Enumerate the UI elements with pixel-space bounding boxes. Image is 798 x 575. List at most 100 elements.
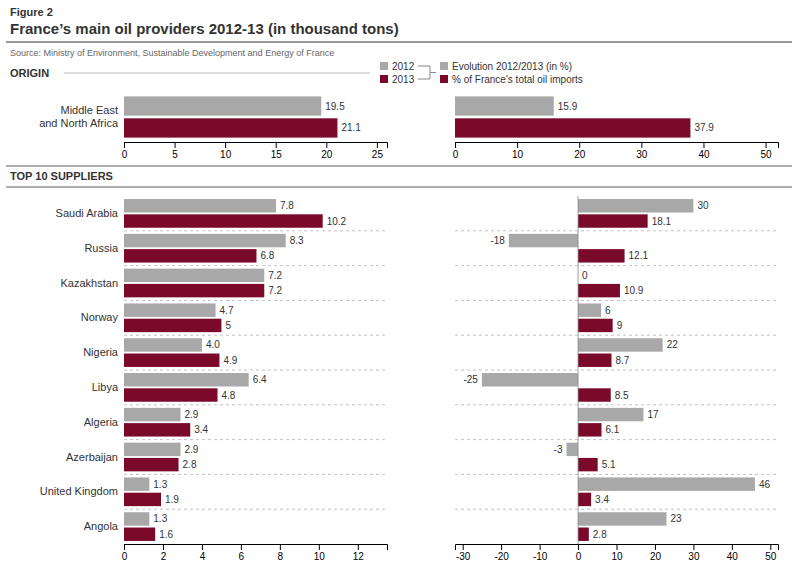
bar: [124, 118, 337, 137]
tick: 0: [576, 544, 582, 562]
x-axis: 0510152025: [122, 142, 388, 160]
tick: 15: [271, 142, 283, 160]
data-label: 6.1: [606, 424, 620, 435]
group-separator: [455, 300, 778, 301]
tick-label: 10: [611, 551, 623, 562]
tick-label: 0: [576, 551, 582, 562]
tick-label: 30: [636, 149, 648, 160]
data-label: 4.0: [206, 339, 220, 350]
tick-mark: [732, 544, 733, 550]
bar: [578, 477, 755, 490]
tick: 12: [353, 544, 365, 562]
category-tick: Algeria: [84, 416, 119, 428]
category-label: Libya: [92, 381, 119, 393]
tick: 10: [220, 142, 232, 160]
data-labels: 7.88.37.24.74.06.42.92.91.31.310.26.87.2…: [153, 200, 346, 539]
tick: 40: [727, 544, 739, 562]
bar: [124, 234, 286, 247]
tick: 20: [321, 142, 333, 160]
tick-mark: [641, 142, 642, 148]
tick: 50: [761, 142, 773, 160]
tick-label: 50: [761, 149, 773, 160]
tick: 10: [611, 544, 623, 562]
bars: [482, 199, 755, 541]
bars: [455, 96, 690, 137]
category-tick: Russia: [84, 242, 119, 254]
bar: [578, 458, 598, 471]
bar: [578, 512, 666, 525]
section-rule: [6, 187, 792, 188]
tick-label: -10: [533, 551, 548, 562]
bar: [124, 354, 219, 367]
data-label: 21.1: [341, 122, 361, 133]
data-label: 2.8: [183, 459, 197, 470]
data-label: -25: [463, 374, 478, 385]
axis-line: [125, 143, 388, 149]
chart-svg: Figure 2France’s main oil providers 2012…: [0, 0, 798, 575]
tick-label: 30: [688, 551, 700, 562]
group-separator: [124, 335, 387, 336]
data-label: -3: [554, 444, 563, 455]
tick-mark: [280, 544, 281, 550]
tick-mark: [319, 544, 320, 550]
category-label: Saudi Arabia: [56, 207, 119, 219]
data-label: 2.9: [184, 444, 198, 455]
chart-container: Figure 2France’s main oil providers 2012…: [0, 0, 798, 575]
data-label: 6.8: [260, 250, 274, 261]
bar: [124, 249, 256, 262]
group-separators: [455, 231, 778, 509]
bar: [455, 118, 690, 137]
tick-mark: [540, 544, 541, 550]
tick-label: 5: [172, 149, 178, 160]
tick: 5: [172, 142, 178, 160]
legend-label: % of France's total oil imports: [452, 74, 583, 85]
tick-mark: [276, 142, 277, 148]
data-label: 12.1: [629, 250, 649, 261]
tick-label: -20: [494, 551, 509, 562]
tick-mark: [703, 142, 704, 148]
axis-line: [125, 545, 388, 551]
bar: [124, 388, 218, 401]
group-separator: [455, 404, 778, 405]
tick: 0: [122, 544, 128, 562]
data-label: 30: [697, 200, 709, 211]
tick: 20: [574, 142, 586, 160]
data-label: 17: [647, 409, 659, 420]
tick-mark: [770, 544, 771, 550]
bar: [578, 408, 643, 421]
tick: 30: [636, 142, 648, 160]
bar: [578, 199, 693, 212]
bar: [578, 284, 620, 297]
legend-label: 2013: [392, 74, 415, 85]
tick-label: 12: [353, 551, 365, 562]
group-separator: [124, 265, 387, 266]
data-label: 18.1: [652, 216, 672, 227]
x-axis: -30-20-1001020304050: [456, 544, 779, 562]
tick-label: 40: [698, 149, 710, 160]
group-separator: [124, 300, 387, 301]
category-tick: Norway: [81, 311, 119, 323]
data-label: 2.8: [593, 529, 607, 540]
tick-mark: [578, 544, 579, 550]
category-label: Russia: [84, 242, 119, 254]
tick: 50: [765, 544, 777, 562]
legend-swatch: [440, 62, 448, 70]
tick-mark: [517, 142, 518, 148]
data-label: 4.8: [222, 390, 236, 401]
group-separator: [455, 474, 778, 475]
tick-label: 6: [239, 551, 245, 562]
category-label: Kazakhstan: [61, 277, 118, 289]
y-axis: Middle Eastand North Africa: [39, 104, 119, 129]
group-separator: [124, 439, 387, 440]
tick: 8: [278, 544, 284, 562]
title-rule: [6, 42, 792, 43]
tick-mark: [579, 142, 580, 148]
tick: -10: [533, 544, 548, 562]
tick-mark: [225, 142, 226, 148]
tick-label: 25: [372, 149, 384, 160]
data-label: 3.4: [595, 494, 609, 505]
data-label: 10.2: [327, 216, 347, 227]
data-label: 9: [617, 320, 623, 331]
category-tick: Angola: [84, 520, 119, 532]
section-rule: [64, 73, 370, 74]
